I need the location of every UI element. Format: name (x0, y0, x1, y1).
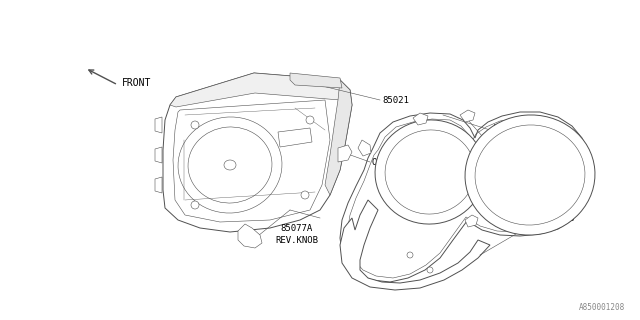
Polygon shape (413, 113, 428, 125)
Ellipse shape (301, 191, 309, 199)
Ellipse shape (407, 252, 413, 258)
Polygon shape (460, 110, 475, 122)
Text: REV.KNOB: REV.KNOB (275, 236, 318, 244)
Polygon shape (163, 73, 352, 232)
Polygon shape (325, 80, 352, 195)
Ellipse shape (178, 117, 282, 213)
Polygon shape (173, 100, 330, 222)
Polygon shape (155, 177, 162, 193)
Text: A850001208: A850001208 (579, 303, 625, 312)
Text: ODO.KNOB: ODO.KNOB (372, 157, 415, 166)
Ellipse shape (188, 127, 272, 203)
Polygon shape (155, 117, 162, 133)
Polygon shape (155, 147, 162, 163)
Ellipse shape (427, 267, 433, 273)
Polygon shape (278, 128, 312, 147)
Ellipse shape (475, 125, 585, 225)
Text: 85070B: 85070B (492, 124, 524, 132)
Text: 85075B: 85075B (542, 213, 574, 222)
Polygon shape (465, 215, 478, 227)
Ellipse shape (465, 115, 595, 235)
Text: FRONT: FRONT (122, 78, 152, 88)
Ellipse shape (224, 160, 236, 170)
Ellipse shape (191, 121, 199, 129)
Polygon shape (338, 145, 352, 162)
Ellipse shape (375, 120, 485, 224)
Ellipse shape (385, 130, 475, 214)
Polygon shape (358, 140, 371, 156)
Ellipse shape (191, 201, 199, 209)
Ellipse shape (306, 116, 314, 124)
Polygon shape (340, 112, 590, 282)
Polygon shape (238, 224, 262, 248)
Polygon shape (170, 73, 350, 107)
Polygon shape (340, 200, 490, 290)
Text: 85077A: 85077A (280, 223, 312, 233)
Polygon shape (290, 73, 342, 88)
Text: 85057: 85057 (492, 139, 519, 148)
Text: 85021: 85021 (382, 95, 409, 105)
